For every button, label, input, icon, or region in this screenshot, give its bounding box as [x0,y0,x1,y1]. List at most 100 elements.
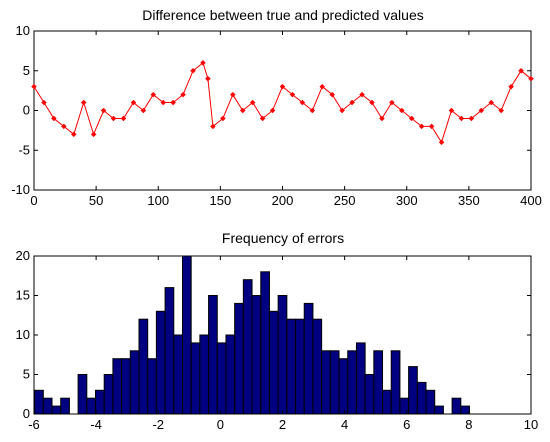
top-series-marker [289,91,296,98]
top-series-marker [200,59,206,66]
bottom-xtick-label: -6 [28,417,40,432]
top-series-marker [388,99,395,106]
histogram-bar [199,334,210,415]
histogram-bar [347,350,357,415]
bottom-chart: Frequency of errors -6 -4 -2 0 2 4 6 8 10 20 15 10 5… [16,230,539,432]
top-xtick-label: 200 [272,193,294,208]
top-series-marker [100,107,107,114]
top-xtick-label: 250 [334,193,356,208]
histogram-bar [173,334,183,415]
histogram-bar [399,397,410,415]
histogram-bar [295,318,305,415]
histogram-bar [312,318,323,415]
top-series-marker [438,139,445,146]
top-series-marker [205,75,211,82]
bottom-xtick-label: 8 [465,417,472,432]
top-series-marker [190,67,196,74]
histogram-bar [103,374,114,415]
top-series-line [33,61,532,144]
top-series-marker [279,83,286,90]
histogram-bar [303,302,314,415]
top-series-marker [269,107,276,114]
top-ytick-label: -10 [11,182,30,197]
histogram-bar [77,374,88,415]
histogram-bar [260,271,270,415]
histogram-bar [190,342,201,415]
bottom-chart-bars [34,255,470,415]
top-chart: Difference between true and predicted va… [11,7,542,208]
histogram-bar [338,358,349,415]
top-series-marker [130,99,137,106]
histogram-bar [121,358,131,415]
bottom-xtick-label: 10 [524,417,538,432]
top-series-marker [339,107,345,114]
top-series-marker [518,67,524,74]
top-ytick-label: 0 [23,103,30,118]
top-series-marker [229,91,236,98]
top-series-marker [259,115,266,122]
top-xtick-label: 50 [89,193,103,208]
top-series-marker [428,123,435,130]
histogram-bar [425,389,436,415]
histogram-bar [42,397,53,415]
top-series-marker [220,115,226,122]
top-series-marker [398,107,405,114]
top-chart-series [31,59,534,146]
top-series-marker [51,115,57,122]
bottom-ytick-label: 0 [23,406,30,421]
histogram-bar [234,302,244,415]
bottom-ytick-label: 10 [16,327,30,342]
top-series-marker [369,99,375,106]
bottom-ytick-label: 5 [23,367,30,382]
histogram-bar [286,318,297,415]
bottom-xtick-label: 4 [341,417,348,432]
top-xtick-label: 150 [210,193,232,208]
top-series-marker [468,115,475,122]
bottom-ytick-label: 15 [16,288,30,303]
bottom-ytick-label: 20 [16,248,30,263]
top-series-marker [349,99,355,106]
histogram-bar [95,389,105,415]
histogram-bar [277,295,288,415]
top-series-marker [60,123,67,130]
top-plot-frame [33,30,532,191]
histogram-bar [216,342,227,415]
top-series-marker [508,83,514,90]
histogram-bar [225,334,236,415]
top-series-marker [210,123,216,130]
histogram-bar [382,389,392,415]
histogram-bar [164,287,175,415]
histogram-bar [321,350,331,415]
histogram-bar [112,358,123,415]
histogram-bar [329,350,340,415]
top-series-marker [249,99,256,106]
top-series-marker [70,131,77,138]
histogram-bar [408,366,418,415]
top-series-marker [408,115,415,122]
histogram-bar [390,350,401,415]
top-series-marker [150,91,157,98]
top-series-marker [31,83,37,90]
histogram-bar [34,389,44,415]
top-xtick-label: 0 [30,193,37,208]
top-xtick-label: 350 [458,193,480,208]
histogram-bar [60,397,70,415]
histogram-bar [451,397,462,415]
histogram-bar [416,381,427,415]
histogram-bar [434,405,444,415]
top-series-marker [110,115,117,122]
histogram-bar [208,295,218,415]
histogram-bar [242,279,253,415]
top-series-marker [170,99,177,106]
histogram-bar [460,405,470,415]
histogram-bar [155,310,166,415]
top-series-marker [299,99,306,106]
histogram-bar [86,397,97,415]
top-series-marker [120,115,127,122]
top-series-marker [488,99,495,106]
histogram-bar [268,310,279,415]
histogram-bar [364,374,375,415]
top-series-marker [448,107,455,114]
histogram-bar [181,255,192,415]
